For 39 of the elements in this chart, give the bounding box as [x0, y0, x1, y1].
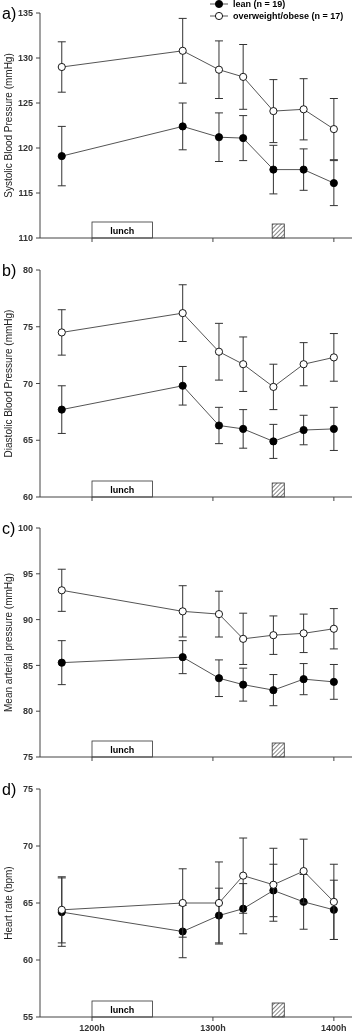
- y-tick-label: 75: [22, 321, 33, 332]
- y-axis-title: Mean arterial pressure (mmHg): [3, 573, 14, 712]
- chart-title: a): [2, 5, 17, 22]
- y-tick-label: 80: [22, 265, 33, 276]
- band-label: lunch: [110, 745, 135, 755]
- y-tick-label: 95: [22, 568, 33, 579]
- y-axis-title: Systolic Blood Pressure (mmHg): [3, 53, 14, 198]
- y-tick-label: 80: [22, 706, 33, 717]
- y-tick-label: 70: [22, 841, 33, 852]
- y-tick-label: 115: [18, 188, 33, 199]
- band-label: lunch: [110, 1005, 135, 1015]
- y-tick-label: 55: [22, 1012, 33, 1023]
- chart-title: c): [2, 520, 16, 537]
- y-tick-label: 110: [18, 233, 33, 244]
- band-label: lunch: [110, 485, 135, 495]
- y-tick-label: 65: [22, 435, 33, 446]
- chart-title: b): [2, 262, 17, 279]
- y-tick-label: 75: [22, 752, 33, 763]
- legend-label: lean (n = 19): [233, 0, 286, 10]
- y-tick-label: 120: [17, 143, 33, 154]
- x-tick-label: 1400h: [321, 1023, 347, 1033]
- x-tick-label: 1300h: [200, 1023, 226, 1033]
- y-tick-label: 60: [22, 955, 33, 966]
- y-tick-label: 75: [22, 784, 33, 795]
- chart-title: d): [2, 781, 17, 798]
- y-tick-label: 125: [17, 98, 33, 109]
- band-label: lunch: [110, 226, 135, 236]
- x-tick-label: 1200h: [79, 1023, 105, 1033]
- y-tick-label: 70: [22, 378, 33, 389]
- y-tick-label: 135: [17, 8, 33, 19]
- y-tick-label: 130: [17, 53, 33, 64]
- y-tick-label: 90: [22, 614, 33, 625]
- legend-label: overweight/obese (n = 17): [233, 11, 344, 22]
- y-tick-label: 85: [22, 660, 33, 671]
- y-tick-label: 65: [22, 898, 33, 909]
- y-tick-label: 100: [17, 523, 33, 534]
- y-tick-label: 60: [22, 492, 33, 503]
- y-axis-title: Heart rate (bpm): [3, 866, 14, 940]
- y-axis-title: Diastolic Blood Pressure (mmHg): [3, 309, 14, 458]
